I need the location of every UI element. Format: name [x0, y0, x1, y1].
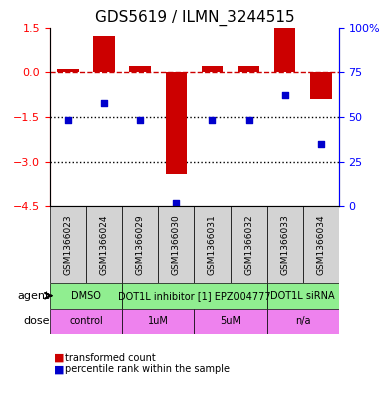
FancyBboxPatch shape — [86, 206, 122, 283]
Bar — [310, 72, 331, 99]
Bar — [202, 66, 223, 72]
Text: 1uM: 1uM — [148, 316, 169, 326]
FancyBboxPatch shape — [122, 206, 158, 283]
Text: transformed count: transformed count — [65, 353, 156, 363]
FancyBboxPatch shape — [266, 206, 303, 283]
FancyBboxPatch shape — [231, 206, 266, 283]
FancyBboxPatch shape — [122, 283, 266, 309]
FancyBboxPatch shape — [194, 206, 231, 283]
FancyBboxPatch shape — [122, 309, 194, 334]
FancyBboxPatch shape — [50, 206, 86, 283]
Text: n/a: n/a — [295, 316, 310, 326]
Point — [65, 118, 71, 124]
Bar — [57, 69, 79, 72]
Text: GSM1366029: GSM1366029 — [136, 214, 145, 275]
Point — [318, 141, 324, 147]
Bar — [129, 66, 151, 72]
Text: percentile rank within the sample: percentile rank within the sample — [65, 364, 231, 375]
Text: agent: agent — [18, 291, 50, 301]
Text: control: control — [69, 316, 103, 326]
Bar — [274, 28, 296, 72]
Title: GDS5619 / ILMN_3244515: GDS5619 / ILMN_3244515 — [95, 10, 294, 26]
Text: GSM1366034: GSM1366034 — [316, 214, 325, 275]
Text: ■: ■ — [54, 353, 64, 363]
FancyBboxPatch shape — [303, 206, 339, 283]
Bar — [166, 72, 187, 174]
Point — [209, 118, 216, 124]
FancyBboxPatch shape — [50, 309, 122, 334]
Text: GSM1366030: GSM1366030 — [172, 214, 181, 275]
Point — [173, 200, 179, 206]
Text: ■: ■ — [54, 364, 64, 375]
Text: GSM1366023: GSM1366023 — [64, 214, 73, 275]
Text: GSM1366031: GSM1366031 — [208, 214, 217, 275]
FancyBboxPatch shape — [50, 283, 122, 309]
Bar — [94, 37, 115, 72]
FancyBboxPatch shape — [194, 309, 266, 334]
FancyBboxPatch shape — [158, 206, 194, 283]
Text: dose: dose — [23, 316, 50, 326]
Text: DOT1L siRNA: DOT1L siRNA — [270, 291, 335, 301]
Text: DMSO: DMSO — [71, 291, 101, 301]
Text: DOT1L inhibitor [1] EPZ004777: DOT1L inhibitor [1] EPZ004777 — [118, 291, 271, 301]
FancyBboxPatch shape — [266, 283, 339, 309]
Point — [101, 99, 107, 106]
Text: GSM1366024: GSM1366024 — [100, 215, 109, 275]
Point — [281, 92, 288, 99]
Text: 5uM: 5uM — [220, 316, 241, 326]
Bar — [238, 66, 259, 72]
FancyBboxPatch shape — [266, 309, 339, 334]
Point — [246, 118, 252, 124]
Text: GSM1366032: GSM1366032 — [244, 214, 253, 275]
Text: GSM1366033: GSM1366033 — [280, 214, 289, 275]
Point — [137, 118, 143, 124]
